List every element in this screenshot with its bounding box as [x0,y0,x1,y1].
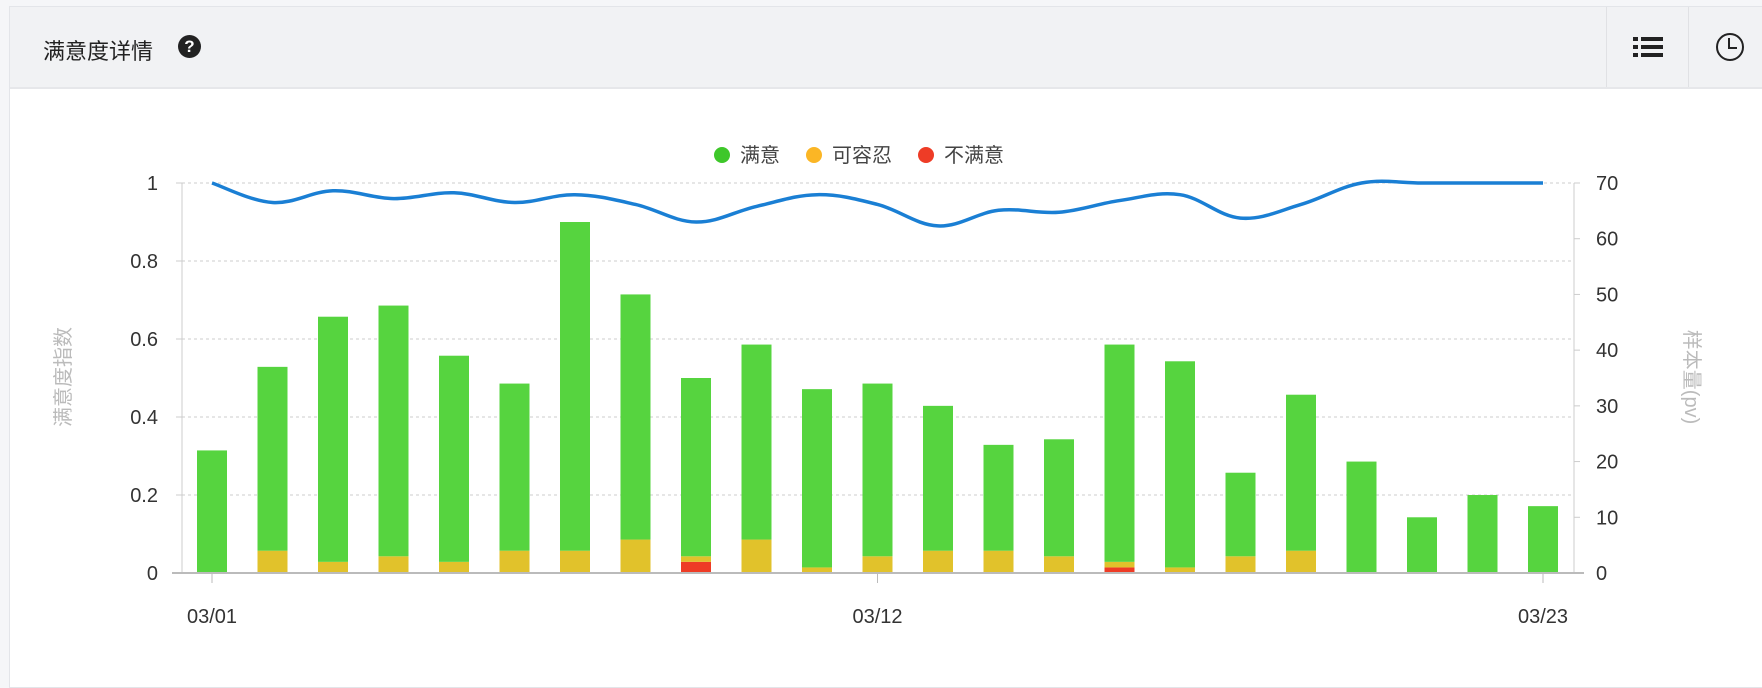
bar-满意 [620,294,651,540]
bar-可容忍 [378,556,409,573]
bar-满意 [1044,439,1074,557]
bar-可容忍 [923,550,953,573]
bar-满意 [499,383,530,551]
list-icon [1633,37,1663,57]
y-left-tick-label: 0 [147,563,158,585]
bar-满意 [1528,506,1558,573]
y-right-axis-title: 样本量(pv) [1680,330,1703,424]
bar-满意 [197,450,227,573]
bar-满意 [802,389,832,568]
x-tick-label: 03/12 [852,606,902,628]
y-left-axis-title: 满意度指数 [52,327,75,427]
y-right-tick-label: 10 [1596,507,1618,529]
bar-满意 [923,405,953,551]
y-right-tick-label: 40 [1596,340,1618,362]
bar-满意 [318,316,348,562]
clock-icon [1716,33,1744,61]
bar-满意 [378,305,409,557]
y-right-tick-label: 30 [1596,396,1618,418]
bar-可容忍 [560,550,590,573]
legend-label: 可容忍 [832,144,892,167]
bar-满意 [983,444,1014,551]
bar-满意 [1407,517,1437,573]
bar-满意 [439,355,469,562]
bar-满意 [1467,495,1498,573]
y-left-tick-label: 1 [147,173,158,195]
satisfaction-index-line [211,179,1543,228]
bar-可容忍 [741,539,772,573]
bar-满意 [1225,472,1256,557]
bar-可容忍 [1286,550,1316,573]
bar-可容忍 [681,556,711,562]
bar-可容忍 [1104,561,1135,568]
bar-可容忍 [862,556,893,573]
panel-header: 满意度详情 ? [10,7,1762,89]
y-left-tick-label: 0.4 [130,407,158,429]
legend-marker [714,147,730,163]
bar-可容忍 [802,567,832,573]
history-button[interactable] [1688,7,1762,87]
satisfaction-panel: 满意度详情 ? [9,6,1762,688]
bar-可容忍 [620,539,651,573]
y-right-tick-label: 0 [1596,563,1607,585]
bar-可容忍 [1044,556,1074,573]
y-left-tick-label: 0.6 [130,329,158,351]
question-circle-icon[interactable]: ? [178,35,201,58]
bar-不满意 [1104,567,1135,573]
bar-满意 [1346,461,1377,573]
bar-满意 [862,383,893,557]
y-right-tick-label: 70 [1596,173,1618,195]
bar-满意 [741,344,772,540]
bar-可容忍 [499,550,530,573]
x-tick-label: 03/01 [187,606,237,628]
panel-title: 满意度详情 [43,39,154,64]
bar-满意 [681,378,711,557]
bar-可容忍 [257,550,288,573]
bar-可容忍 [1165,567,1195,573]
bar-可容忍 [983,550,1014,573]
legend-label: 满意 [740,144,780,167]
y-right-tick-label: 50 [1596,284,1618,306]
bar-满意 [257,366,288,551]
y-left-tick-label: 0.8 [130,251,158,273]
bar-可容忍 [439,561,469,573]
bar-不满意 [681,561,711,573]
legend-label: 不满意 [944,144,1004,167]
bar-满意 [1165,361,1195,568]
bar-满意 [560,222,590,551]
x-tick-label: 03/23 [1518,606,1568,628]
y-right-tick-label: 60 [1596,229,1618,251]
bar-满意 [1286,394,1316,551]
y-left-tick-label: 0.2 [130,485,158,507]
list-view-button[interactable] [1606,7,1689,87]
bar-满意 [1104,344,1135,562]
legend-marker [806,147,822,163]
bar-可容忍 [318,561,348,573]
legend-marker [918,147,934,163]
bar-可容忍 [1225,556,1256,573]
y-right-tick-label: 20 [1596,452,1618,474]
